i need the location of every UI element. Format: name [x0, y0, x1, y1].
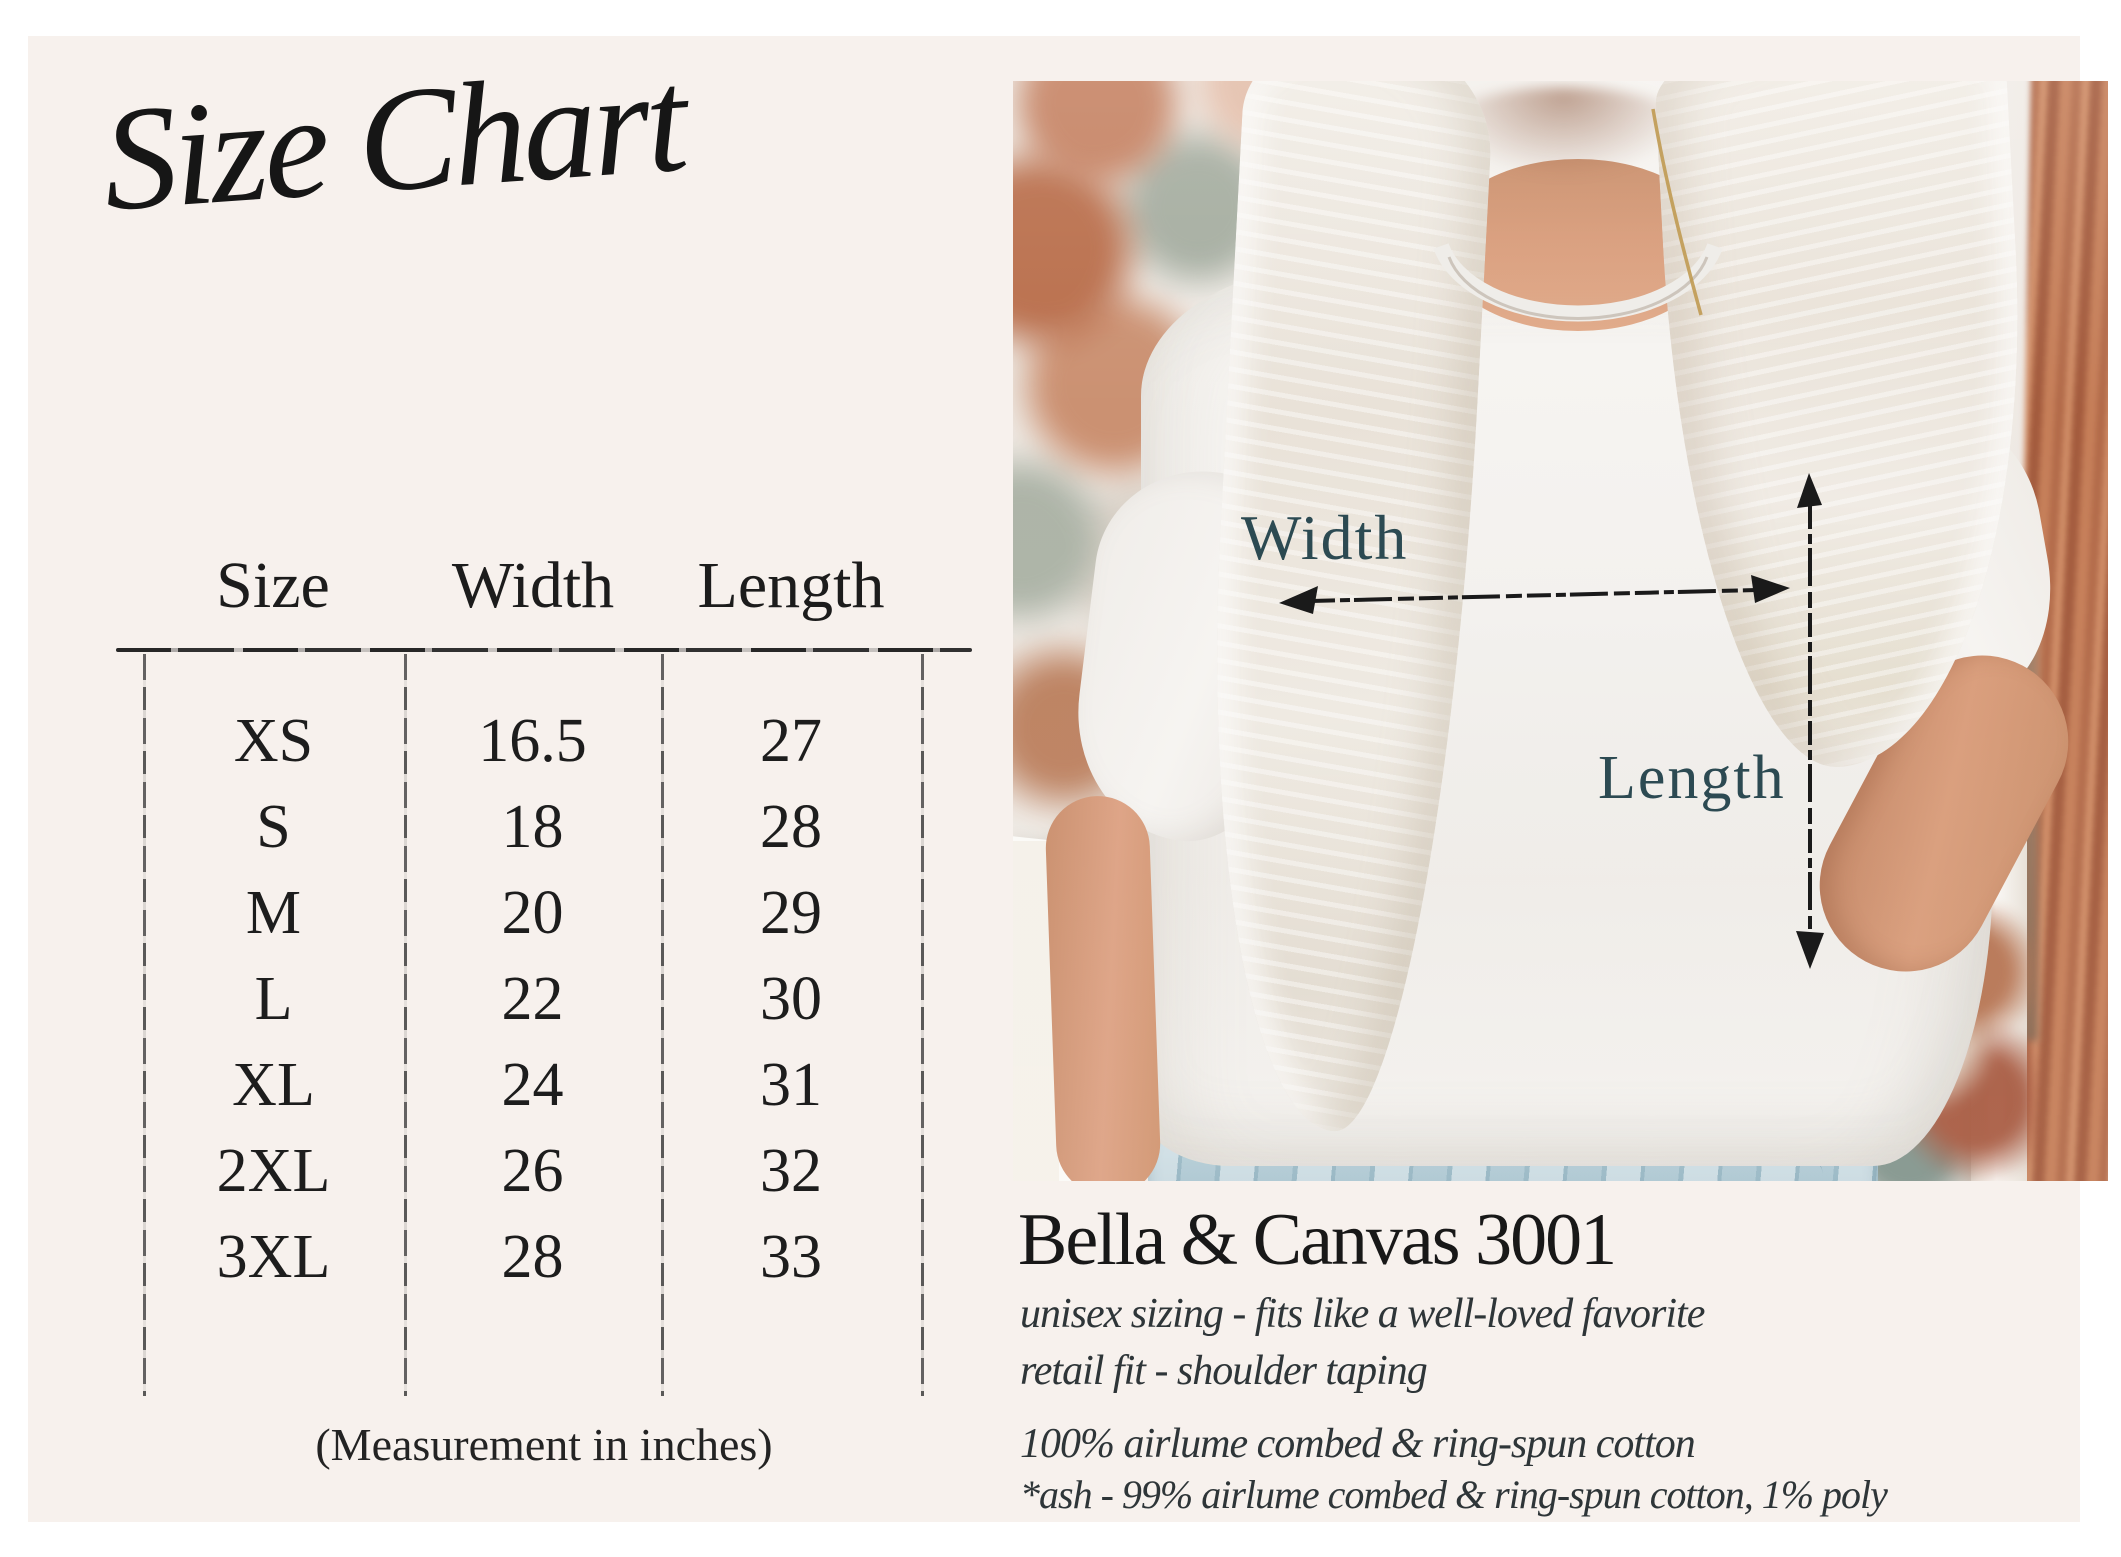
size-cell: 2XL: [216, 1136, 331, 1205]
table-header-rule: [116, 648, 972, 652]
size-cell: S: [256, 792, 291, 861]
size-cell: XS: [233, 706, 314, 775]
table-rows: XS 16.5 27 S 18 28 M 20 29 L 22 30 XL 24…: [143, 698, 921, 1300]
product-detail-line: retail fit - shoulder taping: [1020, 1348, 1428, 1394]
product-detail-line: 100% airlume combed & ring-spun cotton: [1020, 1421, 1696, 1467]
table-divider: [661, 654, 664, 1396]
length-cell: 29: [760, 878, 822, 947]
length-cell: 27: [760, 706, 822, 775]
photo-light-haze: [1013, 81, 2108, 1181]
table-divider: [404, 654, 407, 1396]
length-cell: 32: [760, 1136, 822, 1205]
product-detail-line: *ash - 99% airlume combed & ring-spun co…: [1020, 1472, 1888, 1517]
column-header-length: Length: [697, 549, 885, 622]
width-cell: 26: [501, 1136, 564, 1205]
width-cell: 24: [501, 1050, 564, 1119]
column-header-width: Width: [451, 549, 615, 622]
model-photo: Width Length: [1013, 81, 2108, 1181]
column-header-size: Size: [216, 549, 330, 622]
width-cell: 18: [501, 792, 564, 861]
width-annotation-label: Width: [1241, 502, 1409, 573]
size-cell: L: [254, 964, 293, 1033]
size-cell: XL: [232, 1050, 315, 1119]
width-cell: 20: [501, 878, 564, 947]
width-cell: 22: [501, 964, 564, 1033]
measurement-note: (Measurement in inches): [315, 1419, 773, 1470]
length-cell: 28: [760, 792, 822, 861]
product-name: Bella & Canvas 3001: [1018, 1199, 1617, 1281]
table-divider: [143, 654, 146, 1396]
length-cell: 33: [760, 1222, 822, 1291]
product-info: Bella & Canvas 3001 unisex sizing - fits…: [1018, 1198, 2108, 1538]
flyer-background: Size Chart Size Width Length XS 16.5 27 …: [28, 36, 2108, 1522]
length-cell: 31: [760, 1050, 822, 1119]
page-title: Size Chart: [97, 38, 689, 243]
table-divider: [921, 654, 924, 1396]
width-cell: 28: [501, 1222, 564, 1291]
length-annotation-label: Length: [1598, 744, 1786, 812]
product-detail-line: unisex sizing - fits like a well-loved f…: [1020, 1291, 1705, 1337]
size-cell: M: [245, 878, 302, 947]
size-cell: 3XL: [216, 1222, 331, 1291]
length-cell: 30: [760, 964, 822, 1033]
width-cell: 16.5: [478, 706, 587, 775]
size-table: Size Width Length XS 16.5 27 S 18 28 M 2…: [116, 548, 972, 1453]
